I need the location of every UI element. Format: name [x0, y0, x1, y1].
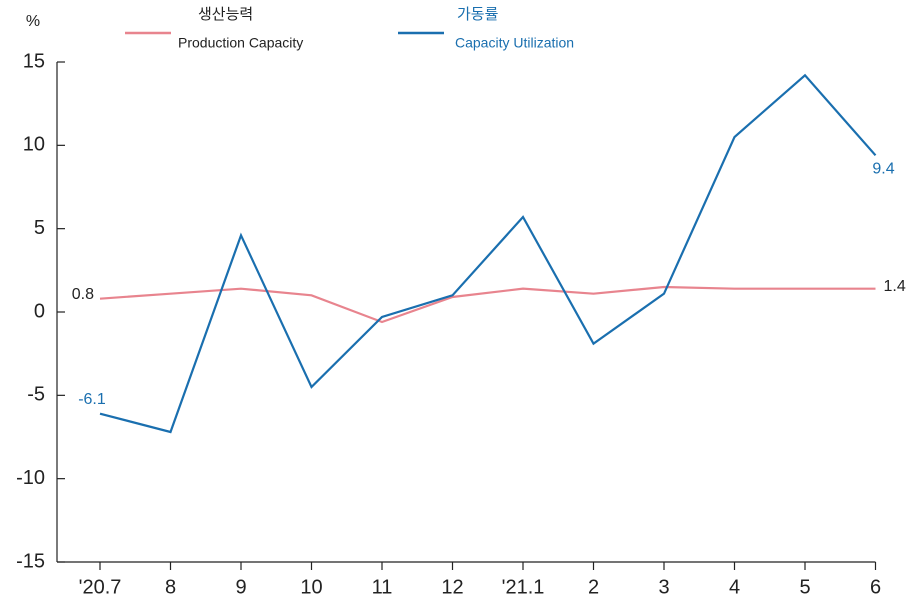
data-label: 0.8: [72, 286, 94, 303]
y-tick-label: -10: [16, 467, 45, 489]
y-tick-label: -5: [27, 384, 45, 406]
x-tick-label: 2: [588, 576, 599, 598]
data-label: -6.1: [78, 391, 106, 408]
data-label: 1.4: [884, 278, 906, 295]
x-tick-label: 5: [799, 576, 810, 598]
y-tick-label: -15: [16, 550, 45, 572]
x-tick-label: 9: [235, 576, 246, 598]
series-line: [99, 73, 877, 434]
data-label: 9.4: [872, 161, 894, 178]
x-tick-label: '20.7: [79, 576, 122, 598]
x-tick-label: 8: [165, 576, 176, 598]
x-tick-label: 11: [372, 576, 393, 598]
x-tick-label: 4: [729, 576, 740, 598]
y-tick-label: 0: [34, 300, 45, 322]
x-tick-label: 12: [441, 576, 463, 598]
x-tick-label: 10: [300, 576, 322, 598]
x-tick-label: 3: [658, 576, 669, 598]
x-tick-label: 6: [870, 576, 881, 598]
y-tick-label: 5: [34, 217, 45, 239]
legend-label: 생산능력: [198, 6, 253, 23]
x-tick-label: '21.1: [502, 576, 545, 598]
legend-label: 가동률: [457, 6, 499, 23]
y-tick-label: 10: [23, 134, 45, 156]
y-axis-label: %: [26, 13, 40, 30]
legend-label: Production Capacity: [178, 35, 303, 51]
y-tick-label: 15: [23, 50, 45, 72]
legend-label: Capacity Utilization: [455, 35, 574, 51]
series-line: [99, 285, 876, 324]
